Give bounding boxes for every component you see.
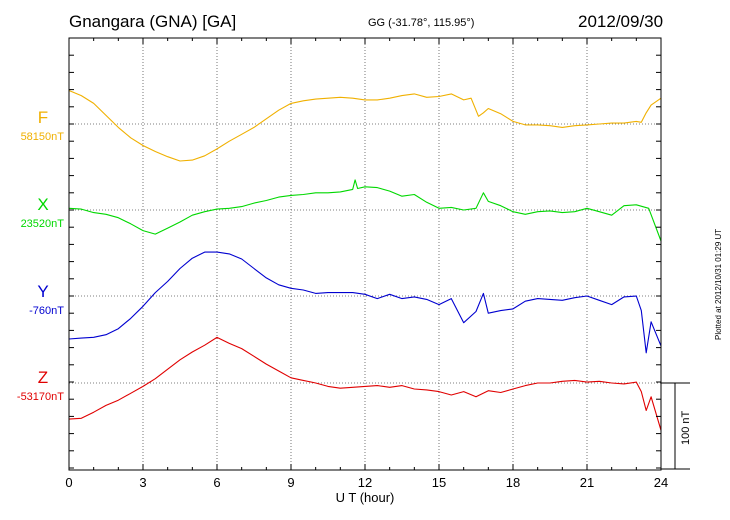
x-tick-label: 24 xyxy=(654,475,668,490)
x-tick-label: 12 xyxy=(358,475,372,490)
series-line-y xyxy=(68,251,662,354)
x-tick-label: 18 xyxy=(506,475,520,490)
station-coordinates: GG (-31.78°, 115.95°) xyxy=(368,17,475,29)
chart-grid xyxy=(69,38,661,470)
x-tick-label: 3 xyxy=(139,475,146,490)
series-baseline-y: -760nT xyxy=(29,305,64,317)
x-tick-label: 0 xyxy=(65,475,72,490)
scale-bar xyxy=(661,382,690,470)
x-tick-label: 21 xyxy=(580,475,594,490)
x-axis-label: U T (hour) xyxy=(336,490,395,505)
series-label-x: X xyxy=(37,195,49,214)
series-label-z: Z xyxy=(37,368,49,387)
x-tick-label: 6 xyxy=(213,475,220,490)
series-line-f xyxy=(68,89,662,162)
chart-series xyxy=(68,89,662,431)
series-baseline-z: -53170nT xyxy=(16,391,64,403)
series-label-y: Y xyxy=(37,282,49,301)
x-tick-label: 9 xyxy=(287,475,294,490)
series-baseline-f: 58150nT xyxy=(20,131,64,143)
series-line-x xyxy=(68,179,662,242)
chart-date: 2012/09/30 xyxy=(578,12,664,31)
station-title: Gnangara (GNA) [GA] xyxy=(69,12,237,31)
x-tick-label: 15 xyxy=(432,475,446,490)
chart-ticks: 0 3 6 9 12 15 18 21 24 xyxy=(65,38,668,490)
series-baseline-x: 23520nT xyxy=(20,218,64,230)
series-label-f: F xyxy=(37,108,49,127)
series-line-z xyxy=(68,336,662,431)
